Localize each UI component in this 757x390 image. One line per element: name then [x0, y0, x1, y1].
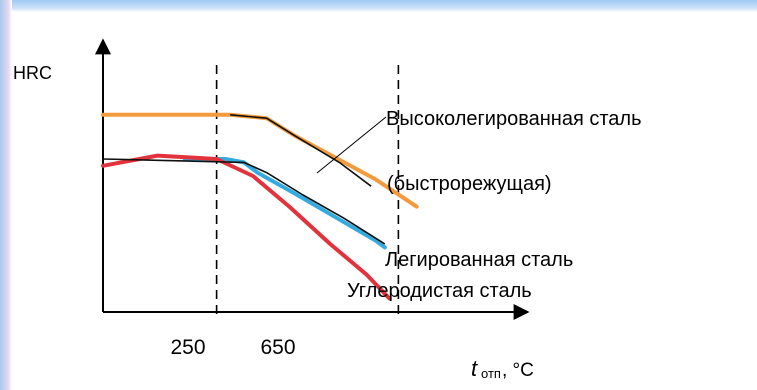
- overlay-line-0: [230, 114, 372, 187]
- y-axis-label: HRC: [13, 63, 52, 83]
- series-label-carbon: Углеродистая сталь: [347, 280, 532, 302]
- x-axis-label-unit: , °C: [502, 360, 534, 381]
- series-line-2: [101, 153, 392, 301]
- series-layer: [101, 112, 419, 301]
- black-overlay-layer: [102, 114, 386, 245]
- series-line-1: [182, 157, 387, 250]
- x-axis-label-t: t: [471, 356, 478, 381]
- series-label-high-alloy: Высоколегированная сталь: [386, 108, 642, 130]
- annotation-leader-line: [316, 116, 387, 174]
- x-tick-650: 650: [260, 336, 295, 359]
- left-gradient-border: [0, 0, 12, 390]
- top-gradient-border: [0, 0, 757, 12]
- x-tick-250: 250: [170, 336, 205, 359]
- x-axis-label-subscript: отп: [481, 366, 501, 381]
- overlay-line-1: [102, 158, 386, 245]
- series-label-alloy: Легированная сталь: [385, 249, 573, 271]
- series-annotation-high-speed: (быстрорежущая): [387, 173, 552, 195]
